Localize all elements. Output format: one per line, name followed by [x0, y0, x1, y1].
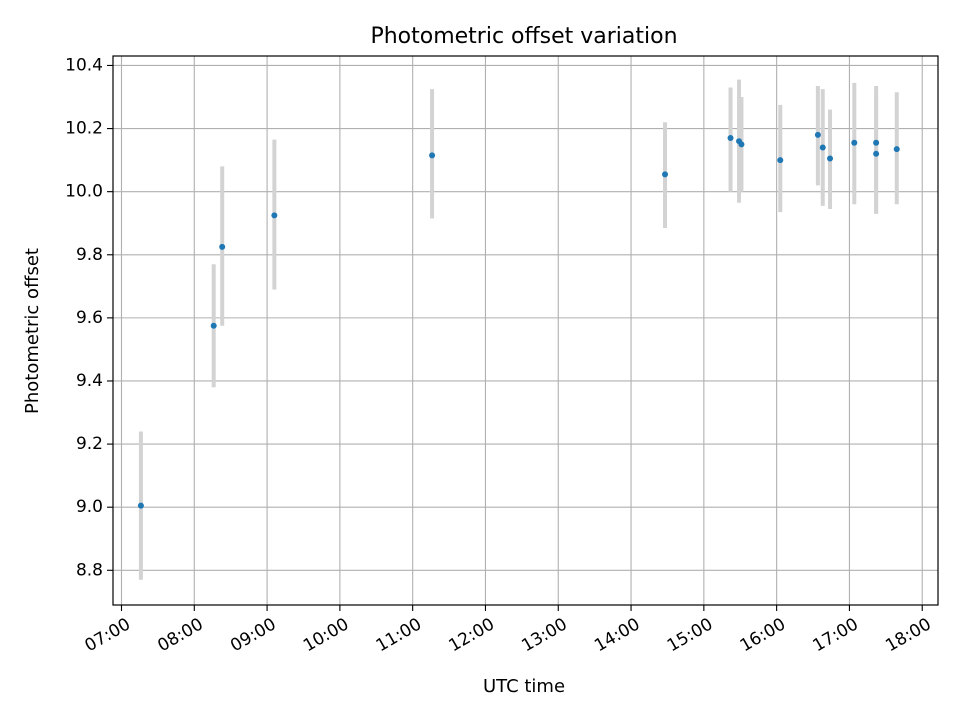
data-point: [219, 243, 226, 250]
y-axis-ticks: 8.8 9.0 9.2 9.4 9.6 9.8 10.0 10.2 10.4: [65, 55, 113, 580]
data-point: [893, 146, 900, 153]
y-tick-label: 10.2: [65, 119, 103, 139]
y-tick-label: 9.0: [76, 497, 103, 517]
y-tick-label: 9.8: [76, 245, 103, 265]
data-point: [873, 139, 880, 146]
plot-area-frame: [112, 55, 939, 606]
y-tick-label: 8.8: [76, 560, 103, 580]
data-point: [851, 139, 858, 146]
x-axis-label: UTC time: [483, 676, 565, 697]
y-tick-label: 10.4: [65, 55, 103, 75]
chart-title: Photometric offset variation: [370, 24, 677, 49]
data-point: [429, 152, 436, 159]
data-point: [827, 155, 834, 162]
grid: [113, 56, 938, 605]
data-point: [738, 141, 745, 148]
data-point: [814, 131, 821, 138]
data-point: [210, 322, 217, 329]
data-point: [137, 502, 144, 509]
y-tick-label: 9.4: [76, 371, 103, 391]
data-point: [727, 135, 734, 142]
data-point: [662, 171, 669, 178]
y-tick-label: 10.0: [65, 182, 103, 202]
data-point: [271, 212, 278, 219]
data-point: [819, 144, 826, 151]
y-tick-label: 9.6: [76, 308, 103, 328]
data-point: [777, 157, 784, 164]
data-points: [137, 131, 900, 509]
y-axis-label: Photometric offset: [22, 248, 43, 414]
y-tick-label: 9.2: [76, 434, 103, 454]
data-point: [873, 150, 880, 157]
